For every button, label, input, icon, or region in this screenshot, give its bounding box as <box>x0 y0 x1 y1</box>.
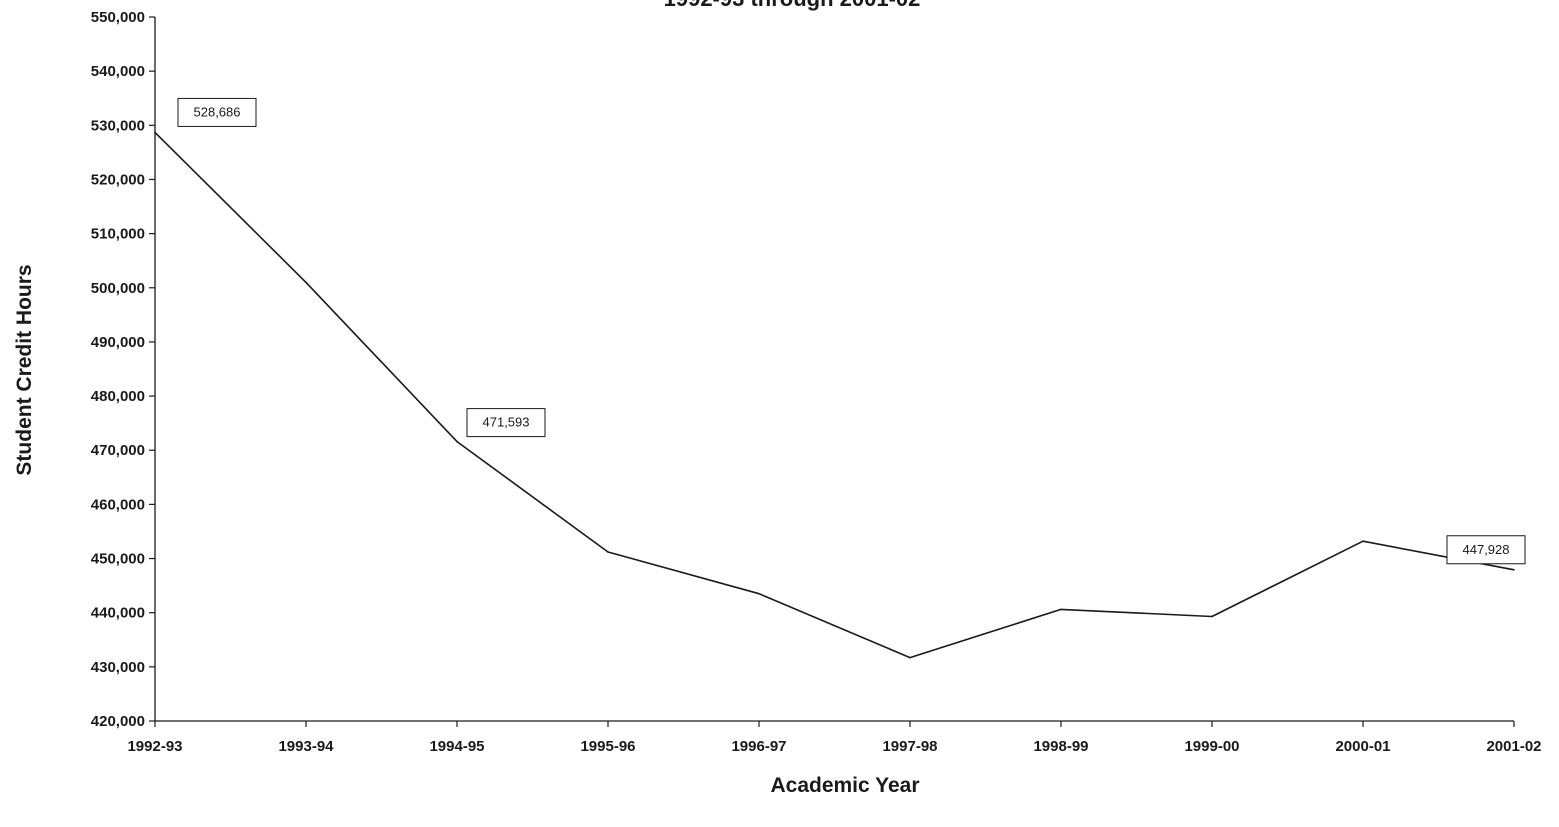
data-point <box>1513 568 1515 571</box>
y-tick-label: 460,000 <box>91 496 145 513</box>
y-tick-label: 450,000 <box>91 551 145 568</box>
data-label: 447,928 <box>1446 535 1526 565</box>
x-tick-label: 1999-00 <box>1184 738 1239 755</box>
data-point <box>607 551 609 553</box>
data-point <box>909 656 911 659</box>
x-tick-label: 1995-96 <box>580 738 635 755</box>
data-point <box>154 131 156 134</box>
data-point <box>456 440 458 443</box>
y-axis-title: Student Credit Hours <box>13 264 36 475</box>
data-point <box>305 281 307 284</box>
x-tick-label: 1992-93 <box>127 738 182 755</box>
y-tick-label: 490,000 <box>91 334 145 351</box>
y-tick-label: 540,000 <box>91 63 145 80</box>
x-tick-label: 1998-99 <box>1033 738 1088 755</box>
x-tick-label: 1996-97 <box>731 738 786 755</box>
y-tick-label: 510,000 <box>91 226 145 243</box>
x-tick-label: 1997-98 <box>882 738 937 755</box>
chart-title: 1992-93 through 2001-02 <box>664 0 921 11</box>
data-label-box <box>466 408 546 438</box>
y-tick-label: 470,000 <box>91 442 145 459</box>
series-line <box>154 131 1515 659</box>
data-label-box <box>177 97 257 127</box>
y-tick-label: 440,000 <box>91 605 145 622</box>
y-tick-label: 530,000 <box>91 117 145 134</box>
y-tick-label: 520,000 <box>91 171 145 188</box>
x-tick-label: 1993-94 <box>278 738 334 755</box>
data-label: 471,593 <box>466 408 546 438</box>
x-tick-label: 2001-02 <box>1486 738 1541 755</box>
data-point <box>758 592 760 595</box>
y-tick-label: 500,000 <box>91 280 145 297</box>
y-tick-label: 420,000 <box>91 713 145 730</box>
y-tick-label: 550,000 <box>91 9 145 26</box>
data-point <box>1211 615 1213 618</box>
y-tick-label: 430,000 <box>91 659 145 676</box>
x-tick-label: 1994-95 <box>429 738 484 755</box>
y-tick-label: 480,000 <box>91 388 145 405</box>
data-label-box <box>1446 535 1526 565</box>
data-label-text: 447,928 <box>1463 542 1510 557</box>
x-axis-title: Academic Year <box>770 774 919 797</box>
data-label-text: 528,686 <box>194 104 241 119</box>
data-point <box>1362 540 1364 543</box>
x-tick-label: 2000-01 <box>1335 738 1390 755</box>
data-point <box>1060 608 1062 611</box>
data-label: 528,686 <box>177 97 257 127</box>
data-label-text: 471,593 <box>483 415 530 430</box>
